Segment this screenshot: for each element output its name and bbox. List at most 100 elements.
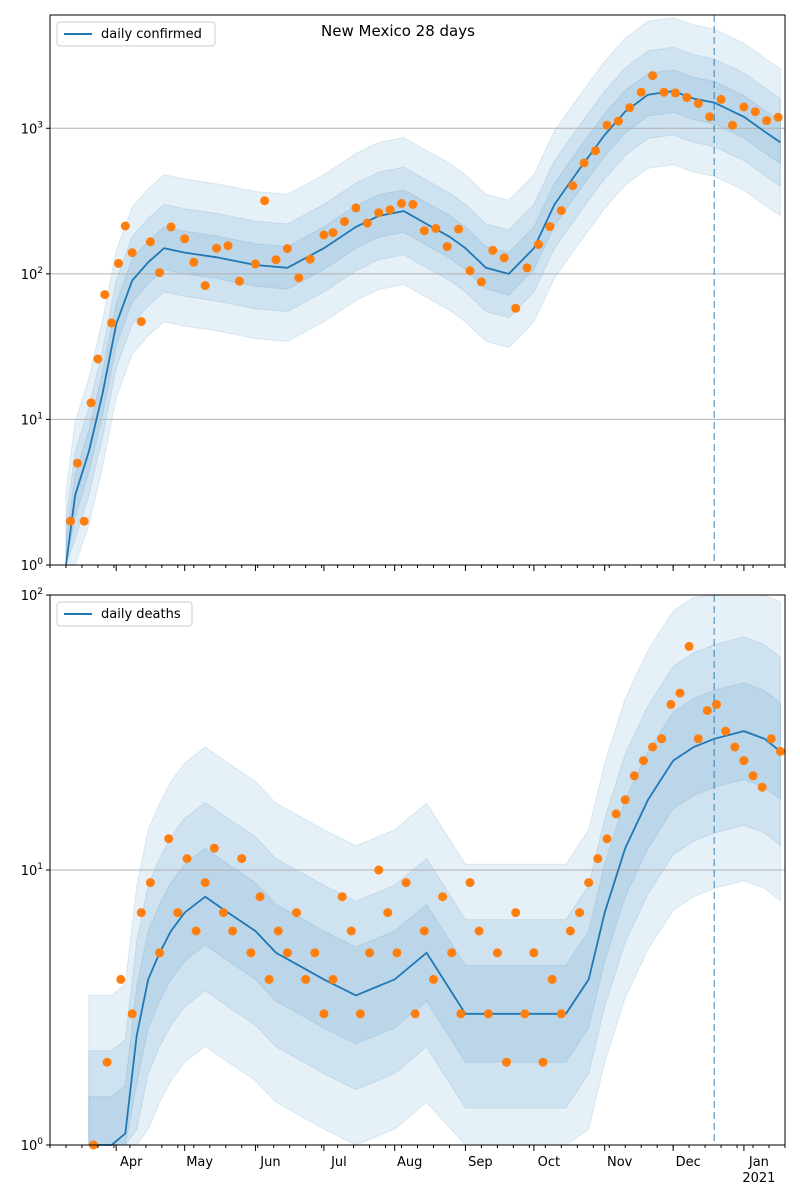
data-point	[620, 795, 630, 805]
y-tick-label: 100	[21, 1137, 44, 1154]
legend-label-deaths: daily deaths	[101, 607, 181, 622]
legend-label-confirmed: daily confirmed	[101, 27, 202, 42]
data-point	[127, 248, 137, 258]
data-point	[730, 742, 740, 752]
data-point	[636, 87, 646, 97]
data-point	[657, 734, 667, 744]
data-point	[79, 516, 89, 526]
data-point	[739, 102, 749, 112]
data-point	[397, 198, 406, 208]
data-point	[579, 158, 589, 168]
data-point	[228, 926, 238, 936]
data-point	[340, 217, 349, 226]
data-point	[182, 854, 192, 864]
confirmed-uncertainty-bands	[65, 17, 781, 566]
data-point	[522, 263, 532, 273]
data-point	[721, 726, 731, 736]
data-point	[355, 1009, 365, 1019]
data-point	[93, 354, 103, 364]
data-point	[385, 205, 395, 215]
data-point	[648, 71, 658, 81]
data-point	[575, 908, 585, 918]
data-point	[529, 948, 539, 958]
data-point	[750, 107, 760, 117]
data-point	[328, 228, 338, 238]
data-point	[556, 1009, 566, 1019]
data-point	[173, 908, 183, 918]
data-point	[120, 221, 130, 231]
data-point	[419, 926, 429, 936]
y-tick-label: 100	[21, 557, 44, 574]
data-point	[392, 948, 402, 958]
y-tick-label: 101	[21, 862, 43, 879]
data-point	[180, 234, 190, 244]
data-point	[66, 516, 75, 526]
data-point	[102, 1057, 112, 1067]
data-point	[100, 290, 110, 300]
data-point	[86, 398, 96, 408]
deaths-legend: daily deaths	[56, 601, 193, 627]
data-point	[602, 834, 612, 844]
data-point	[454, 224, 464, 234]
data-point	[200, 281, 210, 291]
deaths-points	[88, 641, 785, 1150]
chart-title: New Mexico 28 days	[321, 22, 475, 40]
data-point	[712, 699, 721, 709]
data-point	[362, 218, 372, 228]
uncertainty-band-2	[65, 46, 781, 566]
data-point	[728, 120, 737, 130]
data-point	[189, 257, 199, 267]
y-tick-label: 101	[21, 411, 43, 428]
data-point	[250, 259, 260, 269]
data-point	[629, 771, 639, 781]
data-point	[556, 206, 566, 216]
data-point	[438, 892, 448, 902]
data-point	[748, 771, 758, 781]
data-point	[511, 908, 521, 918]
legend-box	[56, 601, 193, 627]
data-point	[374, 865, 384, 875]
data-point	[465, 266, 475, 276]
confirmed-panel: 100 101 102 103 New Mexico 28 days daily co…	[21, 14, 786, 574]
data-point	[271, 255, 281, 265]
data-point	[488, 245, 498, 255]
data-point	[648, 742, 658, 752]
x-tick-label: Nov	[607, 1155, 633, 1170]
data-point	[127, 1009, 137, 1019]
data-point	[483, 1009, 493, 1019]
data-point	[611, 809, 621, 819]
x-tick-label: Sep	[468, 1155, 493, 1170]
data-point	[666, 699, 676, 709]
data-point	[602, 120, 612, 130]
data-point	[410, 1009, 420, 1019]
data-point	[474, 926, 484, 936]
data-point	[305, 254, 315, 264]
data-point	[328, 974, 338, 984]
confirmed-points	[66, 71, 783, 526]
data-point	[114, 258, 123, 268]
data-point	[72, 458, 82, 468]
uncertainty-band-1	[65, 17, 781, 566]
data-point	[310, 948, 320, 958]
data-point	[584, 878, 594, 888]
data-point	[773, 112, 783, 122]
data-point	[705, 112, 715, 122]
data-point	[545, 222, 555, 232]
legend-box	[56, 21, 216, 47]
data-point	[116, 974, 126, 984]
data-point	[273, 926, 283, 936]
data-point	[219, 908, 228, 918]
data-point	[212, 243, 222, 253]
data-point	[155, 268, 165, 278]
data-point	[591, 146, 600, 156]
data-point	[346, 926, 356, 936]
data-point	[294, 273, 304, 283]
data-point	[223, 241, 233, 251]
data-point	[264, 974, 274, 984]
data-point	[675, 688, 685, 698]
uncertainty-band-2	[88, 636, 781, 1146]
data-point	[739, 756, 749, 766]
x-tick-label: Jan	[748, 1155, 769, 1170]
data-point	[401, 878, 411, 888]
data-point	[365, 948, 375, 958]
